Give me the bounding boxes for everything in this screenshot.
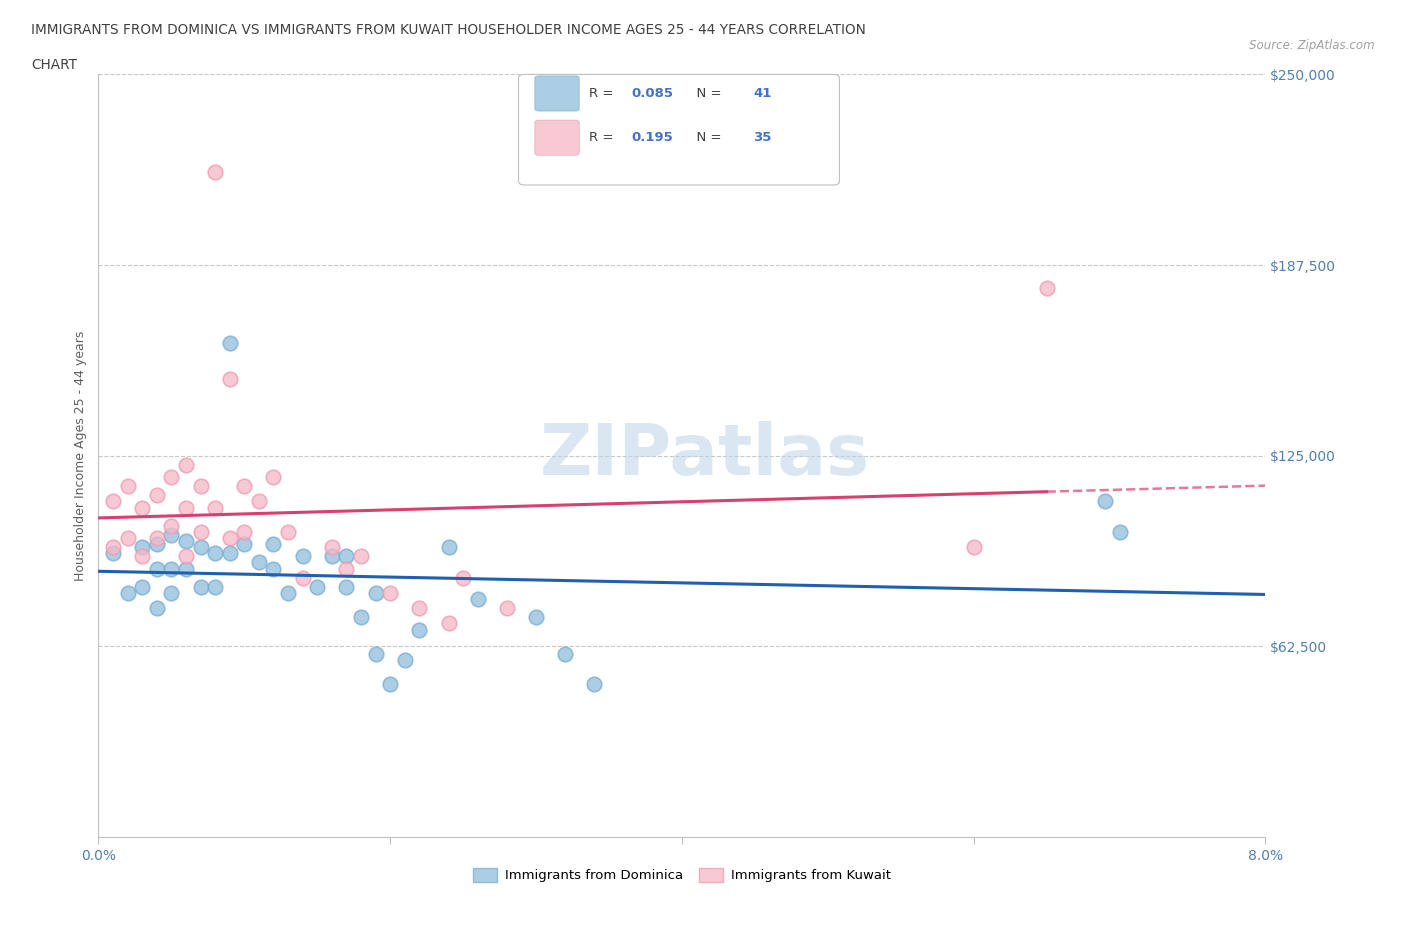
- Point: [190, 539, 212, 554]
- Point: [204, 500, 226, 515]
- Point: [117, 586, 139, 601]
- FancyBboxPatch shape: [534, 76, 579, 111]
- Point: [307, 579, 329, 594]
- Text: Source: ZipAtlas.com: Source: ZipAtlas.com: [1250, 39, 1375, 52]
- Point: [408, 622, 430, 637]
- Point: [160, 470, 183, 485]
- Text: R =: R =: [589, 87, 617, 100]
- Point: [437, 616, 460, 631]
- Text: N =: N =: [688, 131, 725, 144]
- Point: [437, 539, 460, 554]
- Y-axis label: Householder Income Ages 25 - 44 years: Householder Income Ages 25 - 44 years: [73, 330, 87, 581]
- Point: [451, 570, 474, 585]
- Text: N =: N =: [688, 87, 725, 100]
- Point: [174, 561, 197, 576]
- Point: [218, 372, 240, 387]
- Point: [321, 539, 343, 554]
- FancyBboxPatch shape: [519, 74, 839, 185]
- Point: [174, 534, 197, 549]
- Point: [131, 500, 153, 515]
- Text: CHART: CHART: [31, 58, 77, 72]
- Point: [218, 531, 240, 546]
- Point: [583, 677, 606, 692]
- Point: [233, 525, 256, 539]
- FancyBboxPatch shape: [534, 120, 579, 155]
- Point: [1035, 281, 1057, 296]
- Point: [160, 561, 183, 576]
- Point: [146, 537, 169, 551]
- Point: [262, 561, 284, 576]
- Text: IMMIGRANTS FROM DOMINICA VS IMMIGRANTS FROM KUWAIT HOUSEHOLDER INCOME AGES 25 - : IMMIGRANTS FROM DOMINICA VS IMMIGRANTS F…: [31, 23, 866, 37]
- Point: [247, 555, 270, 570]
- Point: [146, 488, 169, 503]
- Point: [277, 586, 299, 601]
- Point: [101, 546, 124, 561]
- Text: R =: R =: [589, 131, 617, 144]
- Point: [1094, 494, 1116, 509]
- Point: [335, 579, 357, 594]
- Point: [247, 494, 270, 509]
- Text: 0.085: 0.085: [631, 87, 673, 100]
- Point: [364, 646, 387, 661]
- Point: [101, 494, 124, 509]
- Point: [378, 586, 402, 601]
- Point: [467, 591, 489, 606]
- Point: [160, 527, 183, 542]
- Point: [146, 561, 169, 576]
- Point: [190, 479, 212, 494]
- Point: [524, 610, 547, 625]
- Point: [146, 531, 169, 546]
- Legend: Immigrants from Dominica, Immigrants from Kuwait: Immigrants from Dominica, Immigrants fro…: [468, 863, 896, 887]
- Point: [378, 677, 402, 692]
- Point: [131, 539, 153, 554]
- Point: [204, 165, 226, 179]
- Point: [117, 479, 139, 494]
- Point: [364, 586, 387, 601]
- Point: [335, 549, 357, 564]
- Point: [190, 579, 212, 594]
- Point: [962, 539, 984, 554]
- Point: [1108, 525, 1130, 539]
- Point: [233, 537, 256, 551]
- Point: [335, 561, 357, 576]
- Point: [190, 525, 212, 539]
- Point: [160, 518, 183, 533]
- Text: 0.195: 0.195: [631, 131, 673, 144]
- Point: [262, 470, 284, 485]
- Point: [131, 579, 153, 594]
- Text: ZIPatlas: ZIPatlas: [540, 421, 870, 490]
- Point: [204, 546, 226, 561]
- Point: [160, 586, 183, 601]
- Point: [394, 653, 416, 668]
- Point: [262, 537, 284, 551]
- Point: [218, 546, 240, 561]
- Point: [233, 479, 256, 494]
- Point: [277, 525, 299, 539]
- Point: [204, 579, 226, 594]
- Point: [131, 549, 153, 564]
- Point: [496, 601, 519, 616]
- Point: [408, 601, 430, 616]
- Point: [291, 549, 314, 564]
- Point: [291, 570, 314, 585]
- Point: [350, 610, 373, 625]
- Point: [146, 601, 169, 616]
- Text: 41: 41: [754, 87, 772, 100]
- Point: [174, 549, 197, 564]
- Point: [174, 500, 197, 515]
- Point: [101, 539, 124, 554]
- Point: [554, 646, 576, 661]
- Point: [350, 549, 373, 564]
- Point: [174, 458, 197, 472]
- Text: 35: 35: [754, 131, 772, 144]
- Point: [321, 549, 343, 564]
- Point: [218, 336, 240, 351]
- Point: [117, 531, 139, 546]
